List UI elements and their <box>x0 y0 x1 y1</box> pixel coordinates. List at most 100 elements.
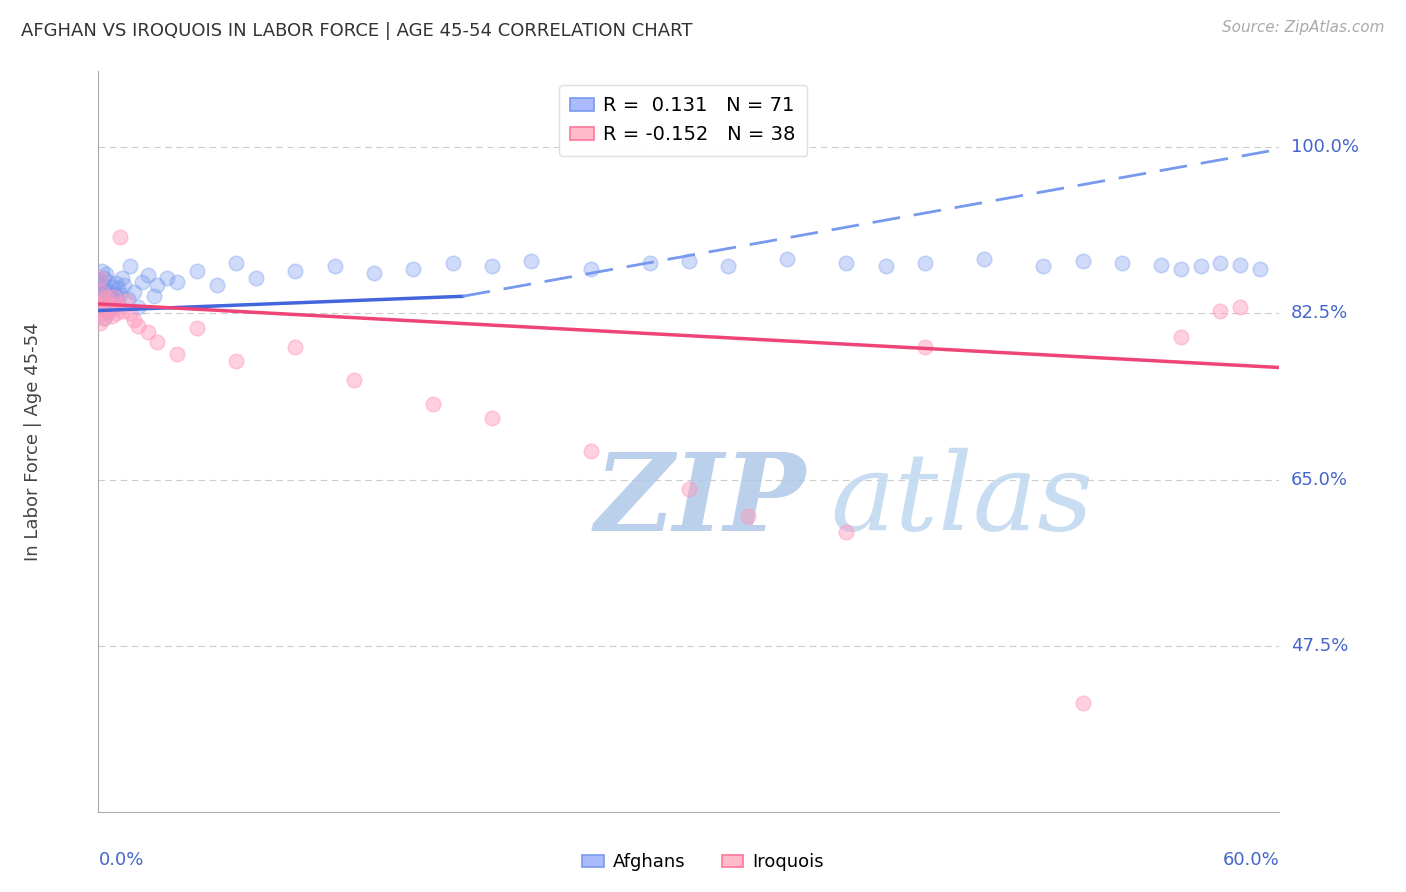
Text: AFGHAN VS IROQUOIS IN LABOR FORCE | AGE 45-54 CORRELATION CHART: AFGHAN VS IROQUOIS IN LABOR FORCE | AGE … <box>21 22 693 40</box>
Point <box>343 373 366 387</box>
Text: ZIP: ZIP <box>595 448 806 554</box>
Point <box>156 271 179 285</box>
Point <box>122 313 145 327</box>
Point <box>115 294 138 309</box>
Point <box>98 300 121 314</box>
Point <box>103 285 125 300</box>
Point <box>422 396 444 410</box>
Point <box>776 252 799 267</box>
Point <box>914 256 936 270</box>
Point <box>835 524 858 539</box>
Point <box>678 254 700 268</box>
Point <box>96 283 118 297</box>
Point <box>91 294 114 309</box>
Point <box>481 410 503 425</box>
Text: atlas: atlas <box>831 448 1094 553</box>
Text: 0.0%: 0.0% <box>98 851 143 869</box>
Point <box>1170 330 1192 344</box>
Point <box>93 311 115 326</box>
Point <box>89 273 111 287</box>
Point <box>441 256 464 270</box>
Point <box>520 254 543 268</box>
Point <box>97 303 120 318</box>
Point <box>835 256 858 270</box>
Point <box>205 277 228 292</box>
Point <box>1189 259 1212 273</box>
Point <box>284 340 307 354</box>
Point <box>1229 258 1251 272</box>
Point <box>1111 256 1133 270</box>
Point <box>91 285 114 299</box>
Point <box>225 256 247 270</box>
Point <box>93 294 115 309</box>
Point <box>105 306 128 320</box>
Point <box>103 290 125 304</box>
Point <box>579 261 602 276</box>
Point <box>91 263 114 277</box>
Point <box>107 294 129 309</box>
Point <box>93 285 115 299</box>
Point <box>103 301 125 315</box>
Point <box>284 263 307 277</box>
Point <box>91 300 114 314</box>
Point <box>91 287 114 301</box>
Point <box>225 354 247 368</box>
Point <box>101 310 124 324</box>
Text: 47.5%: 47.5% <box>1291 637 1348 655</box>
Point <box>1229 300 1251 314</box>
Point <box>973 252 995 267</box>
Point <box>1032 259 1054 273</box>
Point <box>638 256 661 270</box>
Point <box>93 271 115 285</box>
Point <box>131 275 153 289</box>
Point <box>402 261 425 276</box>
Point <box>186 263 208 277</box>
Legend: R =  0.131   N = 71, R = -0.152   N = 38: R = 0.131 N = 71, R = -0.152 N = 38 <box>558 85 807 156</box>
Point <box>89 289 111 303</box>
Point <box>875 259 897 273</box>
Text: 82.5%: 82.5% <box>1291 304 1348 322</box>
Point <box>1170 261 1192 276</box>
Point <box>1150 258 1173 272</box>
Point <box>112 277 135 292</box>
Point <box>142 289 165 303</box>
Point <box>117 292 139 306</box>
Point <box>98 287 121 301</box>
Point <box>91 306 114 320</box>
Point <box>89 281 111 295</box>
Point <box>107 297 129 311</box>
Point <box>481 259 503 273</box>
Text: 65.0%: 65.0% <box>1291 470 1347 489</box>
Point <box>89 300 111 314</box>
Point <box>108 287 131 301</box>
Point <box>118 306 141 320</box>
Point <box>105 289 128 303</box>
Point <box>914 340 936 354</box>
Point <box>107 281 129 295</box>
Point <box>96 290 118 304</box>
Text: 100.0%: 100.0% <box>1291 138 1358 156</box>
Point <box>1071 254 1094 268</box>
Point <box>186 320 208 334</box>
Point <box>146 277 169 292</box>
Point <box>101 294 124 309</box>
Point <box>678 482 700 496</box>
Point <box>101 280 124 294</box>
Point <box>1209 256 1232 270</box>
Point <box>98 297 121 311</box>
Point <box>1209 303 1232 318</box>
Point <box>166 347 188 361</box>
Point <box>105 276 128 290</box>
Point <box>91 277 114 292</box>
Point <box>737 508 759 523</box>
Point <box>127 300 149 314</box>
Point <box>108 230 131 244</box>
Point <box>166 275 188 289</box>
Point <box>323 259 346 273</box>
Point <box>136 326 159 340</box>
Point <box>97 289 120 303</box>
Text: 60.0%: 60.0% <box>1223 851 1279 869</box>
Point <box>89 297 111 311</box>
Point <box>96 267 118 281</box>
Point <box>136 268 159 283</box>
